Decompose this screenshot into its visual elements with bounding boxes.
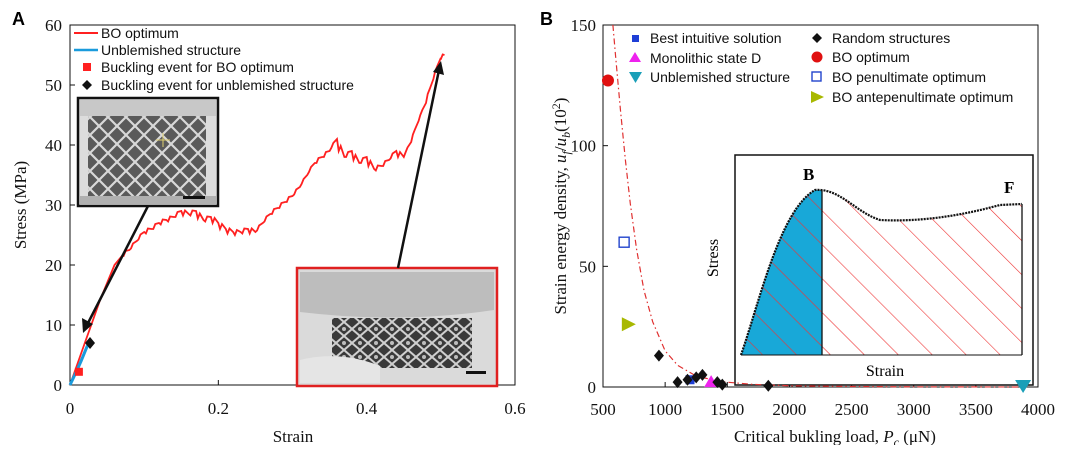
legend-marker-bo-antepenultimate (811, 91, 824, 103)
legend-label-unblemished: Unblemished structure (101, 42, 241, 58)
panel-b-xtick-label: 3500 (959, 400, 993, 419)
point-random-structures (672, 376, 683, 389)
point-random-structures (653, 349, 664, 362)
point-bo-antepenultimate-optimum (621, 317, 636, 332)
point-bo-penultimate-optimum (618, 236, 630, 248)
panel-b: B 500 1000 1500 2000 2500 3000 3500 4000 0 50 100 1… (540, 9, 1056, 449)
panel-b-ytick-label: 0 (588, 378, 597, 397)
panel-a-ytick-label: 0 (54, 376, 63, 395)
panel-b-ytick-label: 50 (579, 257, 596, 276)
point-random-structures (697, 368, 708, 381)
panel-b-xtick-label: 1500 (710, 400, 744, 419)
legend-marker-best-intuitive (632, 35, 639, 42)
panel-b-xtick-label: 500 (590, 400, 616, 419)
legend-label-unblemished-b: Unblemished structure (650, 69, 790, 85)
panel-a-xtick-label: 0.2 (208, 399, 229, 418)
legend-marker-bo-penultimate (811, 71, 822, 82)
panel-b-plot-area (602, 24, 1039, 388)
series-line-bo-optimum (69, 53, 445, 386)
panel-b-label: B (540, 9, 553, 29)
panel-b-ticks: 500 1000 1500 2000 2500 3000 3500 4000 0 50 100 150 (571, 16, 1056, 419)
series-line-unblemished (68, 342, 90, 386)
inset-label-f: F (1004, 178, 1014, 197)
fit-curve (612, 24, 1026, 388)
legend-marker-bo-optimum (811, 51, 823, 63)
marker-buckling-unblemished (85, 337, 96, 349)
legend-marker-random (812, 33, 822, 43)
panel-b-points (601, 74, 1032, 393)
photo-inset-final-structure (295, 266, 499, 388)
panel-a-ytick-label: 50 (45, 76, 62, 95)
panel-b-xtick-label: 3000 (897, 400, 931, 419)
panel-a: A 0 0.2 0.4 0.6 0 10 20 30 40 50 60 Strain Stress … (11, 9, 526, 446)
panel-b-xtick-label: 2500 (835, 400, 869, 419)
panel-b-legend: Best intuitive solution Monolithic state… (629, 30, 1013, 105)
panel-a-label: A (12, 9, 25, 29)
legend-swatch-buckling-unblemished (82, 80, 92, 90)
panel-a-ytick-label: 30 (45, 196, 62, 215)
inset-schematic: B F Strain Stress (705, 154, 1034, 386)
panel-b-xlabel: Critical bukling load, Pc (μN) (734, 427, 936, 445)
inset-label-b: B (803, 165, 814, 184)
panel-a-xlabel: Strain (273, 427, 314, 445)
inset-xlabel: Strain (866, 363, 904, 380)
panel-a-ytick-label: 40 (45, 136, 62, 155)
legend-label-buckling-bo: Buckling event for BO optimum (101, 59, 294, 75)
panel-a-legend: BO optimum Unblemished structure Bucklin… (74, 25, 354, 93)
legend-label-random: Random structures (832, 30, 950, 46)
panel-a-ytick-label: 20 (45, 256, 62, 275)
panel-a-xtick-label: 0.4 (356, 399, 378, 418)
legend-swatch-buckling-bo (83, 63, 91, 71)
panel-b-xtick-label: 1000 (648, 400, 682, 419)
point-random-structures (682, 373, 693, 386)
legend-marker-unblemished (629, 72, 642, 83)
panel-a-series (68, 53, 445, 386)
photo-inset-buckled-structure (76, 96, 220, 208)
panel-b-ytick-label: 150 (571, 16, 597, 35)
panel-b-xtick-label: 4000 (1021, 400, 1055, 419)
panel-a-ytick-label: 60 (45, 16, 62, 35)
point-random-structures (763, 379, 774, 392)
point-unblemished-structure (1015, 380, 1032, 393)
legend-label-bo-penultimate: BO penultimate optimum (832, 69, 986, 85)
panel-a-xtick-label: 0.6 (504, 399, 525, 418)
scale-bar (466, 371, 486, 374)
legend-label-best-intuitive: Best intuitive solution (650, 30, 782, 46)
legend-marker-monolithic (629, 52, 641, 62)
panel-a-ylabel: Stress (MPa) (11, 161, 30, 249)
legend-label-bo-optimum-b: BO optimum (832, 49, 910, 65)
legend-label-buckling-unblemished: Buckling event for unblemished structure (101, 77, 354, 93)
panel-b-fit-curve (612, 24, 1026, 388)
inset-ylabel: Stress (705, 239, 722, 277)
panel-b-ytick-label: 100 (571, 137, 597, 156)
legend-label-bo-optimum: BO optimum (101, 25, 179, 41)
point-bo-optimum (601, 74, 614, 87)
point-random-structures (717, 378, 728, 391)
legend-label-bo-antepenultimate: BO antepenultimate optimum (832, 89, 1013, 105)
pointer-arrows (82, 61, 444, 333)
scale-bar (183, 196, 205, 199)
panel-a-xtick-label: 0 (66, 399, 75, 418)
panel-a-ytick-label: 10 (45, 316, 62, 335)
legend-label-monolithic: Monolithic state D (650, 50, 761, 66)
marker-buckling-bo-optimum (74, 367, 83, 376)
panel-b-xtick-label: 2000 (772, 400, 806, 419)
panel-b-ylabel: Strain energy density, uf/ub(102) (549, 98, 573, 315)
panel-a-ticks: 0 0.2 0.4 0.6 0 10 20 30 40 50 60 (45, 16, 526, 418)
